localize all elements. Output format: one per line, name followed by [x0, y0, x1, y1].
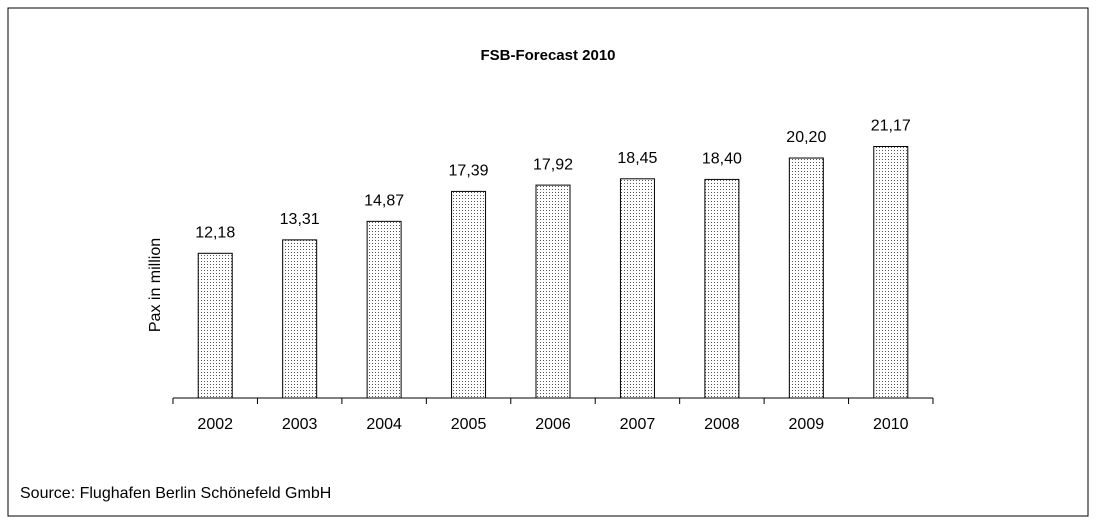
x-tick-label: 2002	[197, 416, 233, 433]
x-tick-label: 2004	[366, 416, 402, 433]
bar	[619, 178, 655, 399]
data-label: 12,18	[195, 225, 235, 242]
bar	[873, 146, 909, 399]
x-tick-label: 2010	[873, 416, 909, 433]
bar	[197, 252, 233, 399]
data-label: 13,31	[280, 211, 320, 228]
data-label: 17,39	[449, 163, 489, 180]
data-label: 21,17	[871, 118, 911, 135]
data-label: 17,92	[533, 156, 573, 173]
x-tick-label: 2007	[620, 416, 656, 433]
data-label: 18,45	[617, 150, 657, 167]
bar	[282, 239, 318, 399]
data-label: 18,40	[702, 151, 742, 168]
bar	[366, 220, 402, 399]
x-tick-label: 2009	[789, 416, 825, 433]
bar	[788, 157, 824, 399]
x-tick-label: 2005	[451, 416, 487, 433]
x-tick-label: 2006	[535, 416, 571, 433]
y-axis-label: Pax in million	[147, 238, 164, 332]
bar	[451, 190, 487, 399]
bar	[535, 184, 571, 399]
source-note: Source: Flughafen Berlin Schönefeld GmbH	[20, 485, 331, 502]
x-tick-label: 2003	[282, 416, 318, 433]
x-tick-label: 2008	[704, 416, 740, 433]
data-label: 14,87	[364, 193, 404, 210]
bar	[704, 178, 740, 399]
data-label: 20,20	[786, 129, 826, 146]
chart-title: FSB-Forecast 2010	[480, 47, 615, 64]
